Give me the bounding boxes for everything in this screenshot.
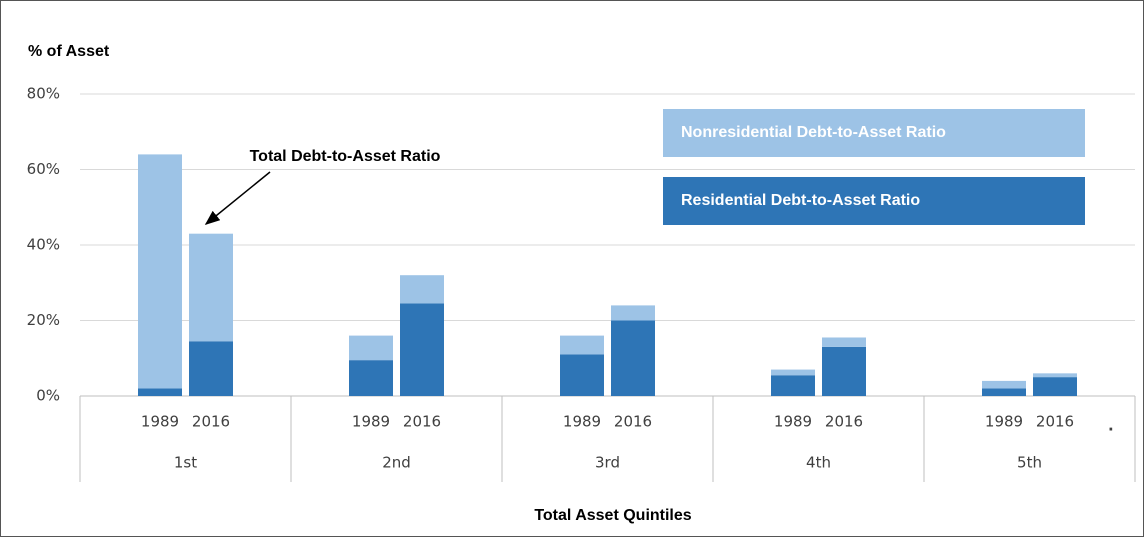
legend-label: Residential Debt-to-Asset Ratio <box>681 192 920 209</box>
annotation-arrow <box>204 171 271 225</box>
bar <box>189 341 233 396</box>
bar <box>560 354 604 396</box>
bar <box>138 388 182 396</box>
x-tick-label: 2016 <box>825 413 863 431</box>
legend-swatch <box>663 109 1085 157</box>
bar <box>1033 377 1077 396</box>
group-label: 2nd <box>382 454 411 472</box>
x-tick-label: 2016 <box>403 413 441 431</box>
y-tick-label: 20% <box>27 311 60 329</box>
bar <box>1033 373 1077 378</box>
y-tick-label: 80% <box>27 85 60 103</box>
x-tick-label: 1989 <box>563 413 601 431</box>
bar <box>822 337 866 347</box>
bar <box>982 388 1026 396</box>
bar <box>349 360 393 396</box>
x-tick-label: 2016 <box>614 413 652 431</box>
y-tick-label: 60% <box>27 160 60 178</box>
x-tick-label: 1989 <box>141 413 179 431</box>
bar <box>138 154 182 389</box>
annotation: Total Debt-to-Asset Ratio <box>250 148 441 165</box>
trailing-mark: . <box>1108 417 1114 435</box>
group-label: 1st <box>174 454 197 472</box>
bar <box>771 369 815 376</box>
x-tick-label: 1989 <box>774 413 812 431</box>
group-label: 4th <box>806 454 831 472</box>
bar <box>982 380 1026 389</box>
bar <box>822 346 866 396</box>
bar <box>611 305 655 321</box>
bar <box>560 335 604 355</box>
bar <box>349 335 393 361</box>
y-tick-label: 0% <box>36 387 60 405</box>
group-label: 3rd <box>595 454 620 472</box>
bar <box>400 275 444 304</box>
group-label: 5th <box>1017 454 1042 472</box>
y-tick-label: 40% <box>27 236 60 254</box>
y-axis-title: % of Asset <box>28 43 110 60</box>
x-axis-title: Total Asset Quintiles <box>534 507 691 524</box>
x-tick-label: 1989 <box>352 413 390 431</box>
bar <box>771 375 815 396</box>
x-tick-label: 2016 <box>1036 413 1074 431</box>
bar <box>400 303 444 396</box>
legend-swatch <box>663 177 1085 225</box>
bar <box>189 233 233 342</box>
legend-label: Nonresidential Debt-to-Asset Ratio <box>681 124 946 141</box>
x-tick-label: 2016 <box>192 413 230 431</box>
x-tick-label: 1989 <box>985 413 1023 431</box>
bar <box>611 320 655 396</box>
